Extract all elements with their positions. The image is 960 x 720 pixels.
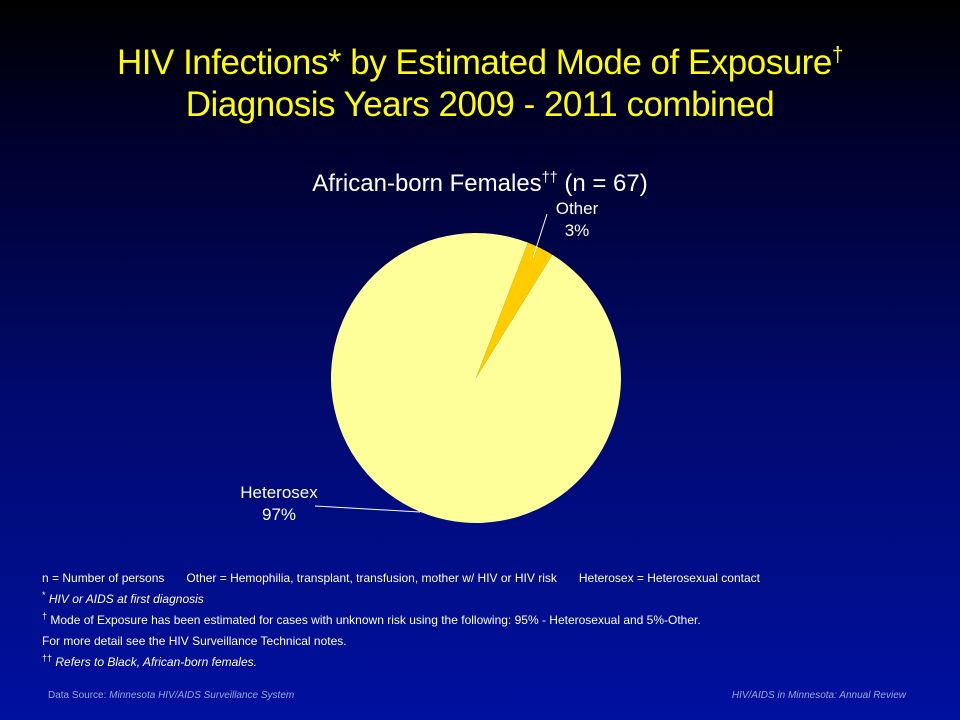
title-dagger: † [831,43,844,67]
slice-value-other: 3% [565,221,590,240]
leader-line-heterosex [314,505,421,513]
leader-lines [314,213,548,513]
chart-title: African-born Females†† (n = 67) [312,170,648,197]
footer: Data Source: Minnesota HIV/AIDS Surveill… [48,690,906,701]
title-line-2: Diagnosis Years 2009 - 2011 combined [185,85,775,124]
slice-value-heterosex: 97% [262,505,296,524]
pie-slice-other [476,242,553,378]
footnote-double-dagger: †† Refers to Black, African-born females… [42,653,257,670]
slide-title: HIV Infections* by Estimated Mode of Exp… [0,42,960,126]
pie-slice-heterosex [330,232,621,523]
leader-line-other [532,213,548,259]
footnote-dagger: † Mode of Exposure has been estimated fo… [42,611,701,628]
definition-n: n = Number of persons [42,571,165,585]
definition-other: Other = Hemophilia, transplant, transfus… [186,571,557,585]
data-source: Data Source: Minnesota HIV/AIDS Surveill… [48,690,295,701]
slice-name-other: Other [556,199,599,218]
footnote-detail: For more detail see the HIV Surveillance… [42,634,347,648]
publication-name: HIV/AIDS in Minnesota: Annual Review [731,690,906,701]
footnote-star: * HIV or AIDS at first diagnosis [42,590,204,607]
definition-heterosex: Heterosex = Heterosexual contact [578,571,760,585]
pie-slices [330,232,621,523]
slice-name-heterosex: Heterosex [240,483,318,502]
slice-labels: Heterosex 97% Other 3% [240,199,598,524]
pie-chart: Heterosex 97% Other 3% [240,199,621,524]
subtitle-double-dagger: †† [541,170,558,186]
footnotes: n = Number of persons Other = Hemophilia,… [42,571,942,676]
definitions-line: n = Number of persons Other = Hemophilia,… [42,571,942,585]
title-line-1: HIV Infections* by Estimated Mode of Exp… [117,43,844,82]
